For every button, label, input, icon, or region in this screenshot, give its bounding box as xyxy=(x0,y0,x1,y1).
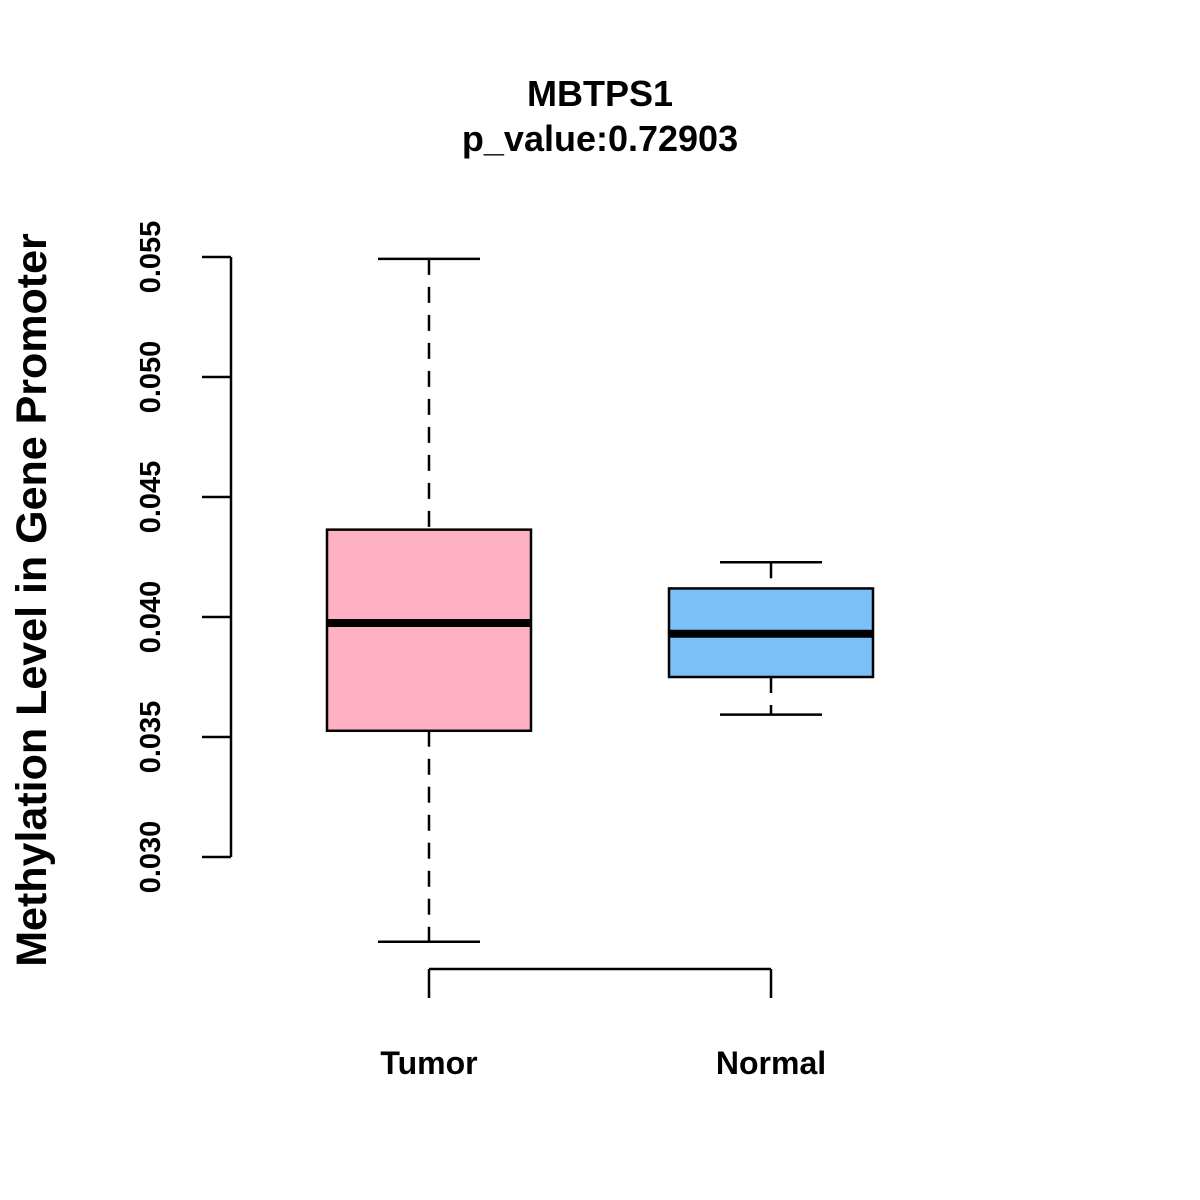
box-normal xyxy=(667,561,875,716)
y-tick-label: 0.055 xyxy=(135,221,167,294)
chart-title: MBTPS1 xyxy=(527,73,673,114)
box-group xyxy=(325,257,875,943)
y-tick-label: 0.030 xyxy=(135,821,167,894)
x-tick-label-tumor: Tumor xyxy=(380,1045,477,1081)
x-tick-label-normal: Normal xyxy=(716,1045,826,1081)
y-axis: 0.030 0.035 0.040 0.045 0.050 0.055 xyxy=(135,221,233,894)
y-tick-label: 0.045 xyxy=(135,461,167,534)
y-axis-title: Methylation Level in Gene Promoter xyxy=(8,233,56,967)
y-tick-label: 0.040 xyxy=(135,581,167,654)
box-iqr xyxy=(325,528,533,733)
y-tick-label: 0.035 xyxy=(135,701,167,774)
y-tick-label: 0.050 xyxy=(135,341,167,414)
box-tumor xyxy=(325,257,533,943)
x-axis: Tumor Normal xyxy=(380,967,826,1081)
chart-subtitle: p_value:0.72903 xyxy=(462,118,738,159)
